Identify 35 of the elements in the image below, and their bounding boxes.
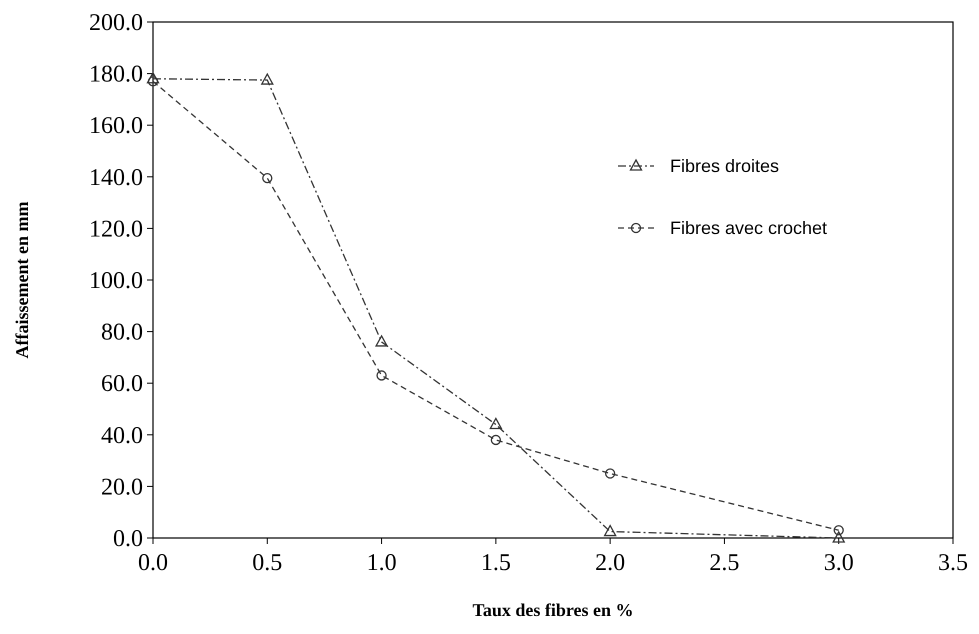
x-tick-label: 0.5 bbox=[252, 550, 282, 576]
point bbox=[604, 468, 616, 479]
x-tick-label: 3.0 bbox=[824, 550, 854, 576]
y-tick-label: 40.0 bbox=[101, 422, 143, 449]
y-tick-label: 80.0 bbox=[101, 320, 143, 346]
x-tick-label: 1.5 bbox=[480, 550, 511, 576]
y-axis-title: Affaissement en mm bbox=[12, 202, 32, 358]
point bbox=[604, 524, 616, 536]
y-tick-label: 0.0 bbox=[113, 526, 143, 552]
x-tick-label: 3.5 bbox=[938, 550, 968, 576]
point bbox=[832, 531, 845, 543]
y-tick-label: 60.0 bbox=[101, 371, 143, 398]
point bbox=[490, 418, 502, 430]
x-tick-label: 0.0 bbox=[138, 550, 168, 576]
point bbox=[148, 76, 158, 86]
point bbox=[834, 525, 844, 536]
y-tick-label: 180.0 bbox=[89, 62, 143, 88]
y-tick-label: 120.0 bbox=[89, 216, 143, 242]
y-tick-label: 200.0 bbox=[89, 10, 143, 36]
x-axis-title: Taux des fibres en % bbox=[472, 600, 634, 620]
legend-label: Fibres avec crochet bbox=[670, 218, 828, 238]
y-tick-label: 160.0 bbox=[89, 113, 143, 140]
point bbox=[490, 434, 502, 446]
point bbox=[261, 73, 274, 85]
x-tick-label: 1.0 bbox=[366, 550, 397, 576]
point bbox=[146, 72, 160, 84]
legend-label: Fibres droites bbox=[670, 156, 780, 176]
point bbox=[262, 172, 272, 184]
x-tick-label: 2.5 bbox=[709, 550, 740, 576]
point bbox=[375, 335, 388, 347]
x-tick-label: 2.0 bbox=[595, 550, 626, 576]
y-tick-label: 140.0 bbox=[89, 164, 143, 191]
y-tick-label: 100.0 bbox=[89, 268, 143, 294]
point bbox=[376, 370, 387, 381]
y-tick-label: 20.0 bbox=[101, 474, 143, 500]
